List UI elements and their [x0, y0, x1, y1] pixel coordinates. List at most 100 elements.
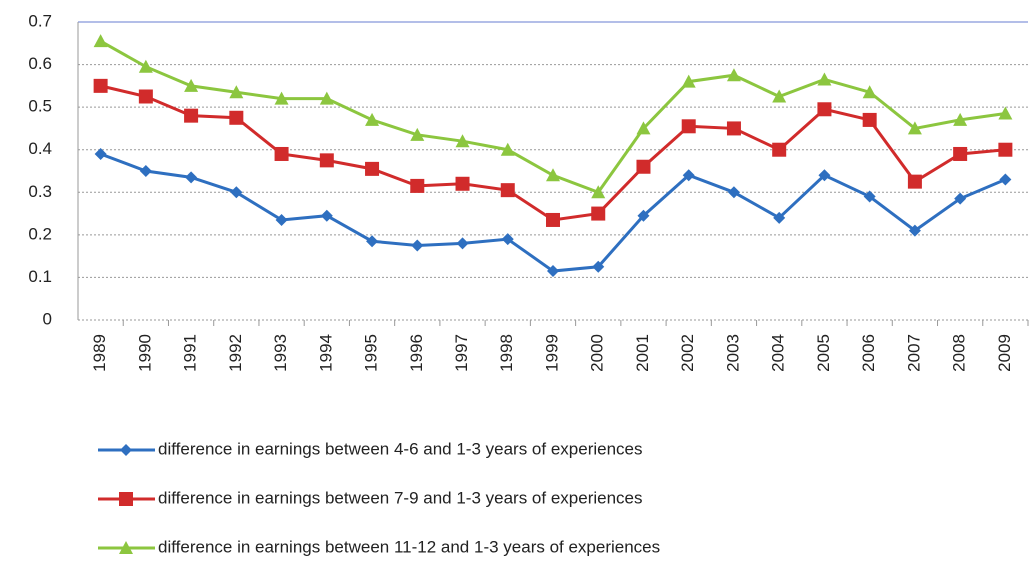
marker [184, 78, 199, 92]
marker [230, 186, 243, 199]
marker [681, 119, 696, 134]
x-tick-label: 1995 [362, 334, 381, 372]
marker [591, 206, 606, 221]
marker [772, 89, 787, 103]
marker [229, 110, 244, 125]
x-tick-label: 2002 [678, 334, 697, 372]
marker [547, 265, 559, 278]
marker [773, 211, 786, 224]
marker [546, 212, 560, 227]
marker [726, 121, 741, 136]
marker [998, 106, 1013, 120]
x-tick-label: 1994 [316, 334, 335, 372]
marker [410, 127, 425, 141]
marker [681, 74, 696, 88]
marker [636, 121, 651, 135]
marker [274, 146, 289, 161]
x-tick-label: 1993 [271, 334, 290, 372]
marker [546, 168, 560, 182]
x-tick-label: 1997 [452, 334, 471, 372]
marker [908, 224, 921, 237]
marker [319, 91, 334, 105]
marker [726, 68, 741, 82]
marker [365, 161, 380, 176]
marker [93, 34, 108, 48]
marker [320, 209, 333, 222]
marker [863, 190, 876, 203]
x-tick-label: 1998 [497, 334, 516, 372]
x-tick-label: 1989 [90, 334, 109, 372]
x-tick-label: 2006 [859, 334, 878, 372]
marker [455, 176, 470, 191]
x-tick-label: 2009 [995, 334, 1014, 372]
y-tick-label: 0 [43, 309, 52, 328]
marker [818, 169, 831, 182]
marker [119, 541, 133, 554]
marker [456, 237, 469, 250]
marker [954, 192, 967, 205]
x-tick-label: 1992 [226, 334, 245, 372]
x-tick-label: 1996 [407, 334, 426, 372]
y-tick-label: 0.6 [28, 54, 52, 73]
marker [907, 121, 922, 135]
marker [500, 142, 515, 156]
marker [184, 108, 199, 123]
marker [119, 492, 133, 506]
marker [138, 59, 153, 73]
x-tick-label: 2007 [904, 334, 923, 372]
legend-label: difference in earnings between 7-9 and 1… [158, 488, 643, 507]
legend-label: difference in earnings between 4-6 and 1… [158, 439, 643, 458]
marker [637, 209, 650, 222]
marker [365, 112, 380, 126]
x-tick-label: 1999 [542, 334, 561, 372]
legend-label: difference in earnings between 11-12 and… [158, 537, 660, 556]
x-tick-label: 2005 [814, 334, 833, 372]
marker [229, 85, 244, 99]
y-tick-label: 0.1 [28, 267, 52, 286]
marker [999, 173, 1012, 186]
marker [274, 91, 289, 105]
y-tick-label: 0.3 [28, 182, 52, 201]
marker [953, 146, 968, 161]
marker [139, 165, 152, 177]
marker [998, 142, 1013, 157]
marker [275, 213, 288, 226]
x-tick-label: 2004 [769, 334, 788, 372]
marker [592, 260, 605, 273]
marker [862, 112, 877, 127]
y-tick-label: 0.5 [28, 97, 52, 116]
marker [411, 239, 424, 252]
marker [138, 89, 153, 104]
x-tick-label: 1991 [181, 334, 200, 372]
marker [636, 159, 651, 174]
marker [772, 142, 787, 157]
marker [94, 147, 107, 160]
marker [319, 153, 334, 168]
marker [862, 85, 877, 99]
x-tick-label: 2001 [633, 334, 652, 372]
y-tick-label: 0.2 [28, 224, 52, 243]
marker [953, 112, 968, 126]
marker [410, 178, 425, 193]
x-tick-label: 2003 [723, 334, 742, 372]
marker [817, 102, 832, 117]
marker [501, 233, 514, 246]
marker [817, 72, 832, 86]
marker [500, 183, 515, 198]
marker [93, 78, 108, 93]
y-tick-label: 0.7 [28, 11, 52, 30]
x-tick-label: 1990 [135, 334, 154, 372]
marker [727, 186, 740, 199]
marker [591, 185, 606, 199]
marker [682, 169, 695, 182]
x-tick-label: 2000 [588, 334, 607, 372]
marker [455, 134, 470, 148]
marker [366, 235, 379, 248]
y-tick-label: 0.4 [28, 139, 52, 158]
marker [185, 171, 198, 184]
marker [120, 444, 132, 456]
marker [907, 174, 922, 189]
x-tick-label: 2008 [950, 334, 969, 372]
